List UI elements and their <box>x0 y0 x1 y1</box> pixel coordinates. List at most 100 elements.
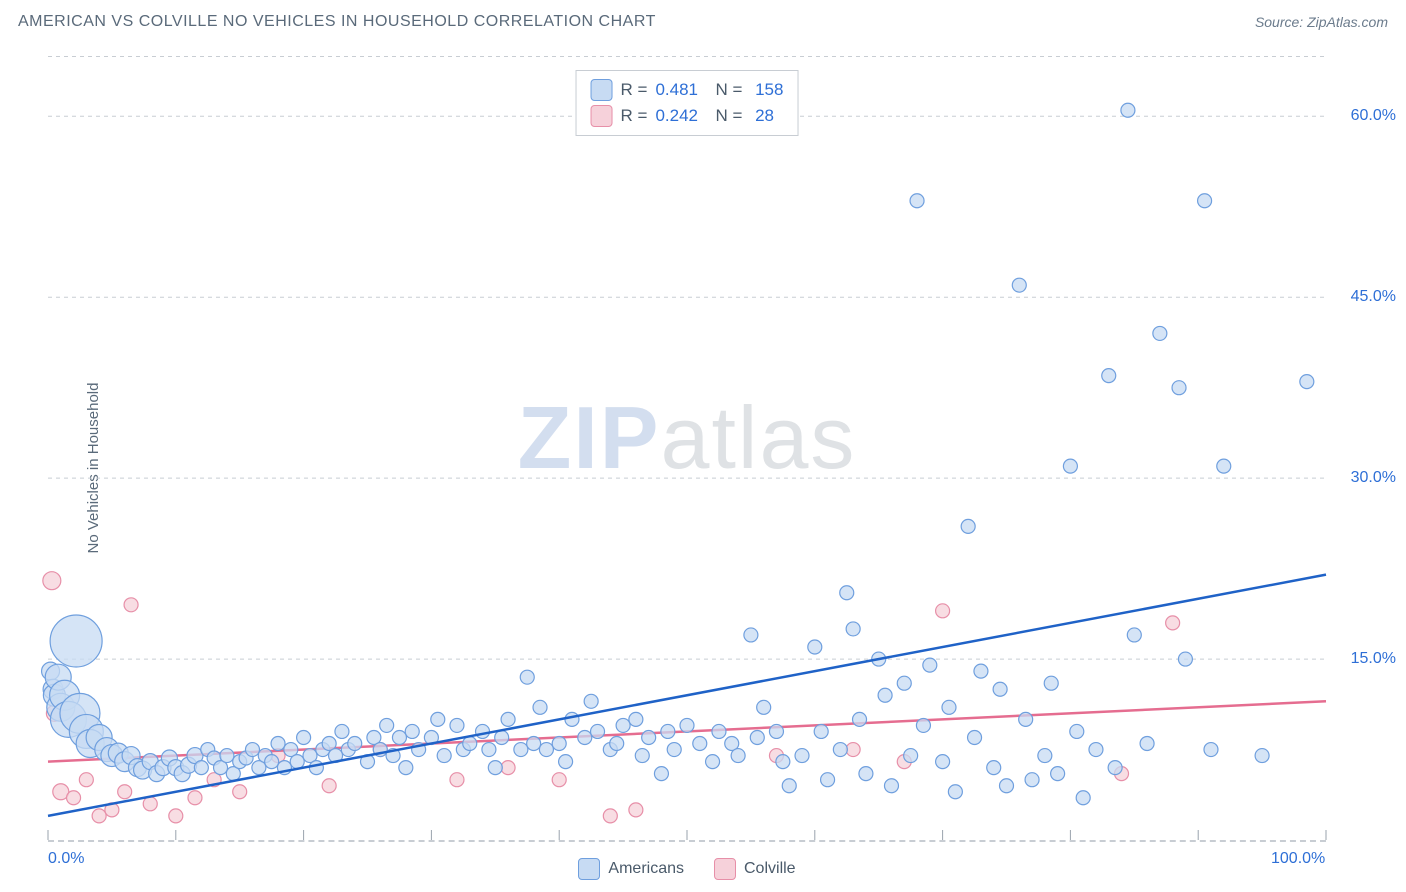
data-point <box>1019 712 1033 726</box>
data-point <box>776 755 790 769</box>
data-point <box>923 658 937 672</box>
data-point <box>616 718 630 732</box>
data-point <box>450 773 464 787</box>
data-point <box>450 718 464 732</box>
data-point <box>1121 103 1135 117</box>
legend-label: Colville <box>744 860 796 878</box>
data-point <box>884 779 898 793</box>
data-point <box>769 724 783 738</box>
data-point <box>987 761 1001 775</box>
data-point <box>1204 743 1218 757</box>
data-point <box>437 749 451 763</box>
correlation-legend: R =0.481 N = 158R =0.242 N = 28 <box>576 70 799 136</box>
data-point <box>859 767 873 781</box>
data-point <box>495 730 509 744</box>
plot-wrap: No Vehicles in Household ZIPatlas R =0.4… <box>0 44 1406 892</box>
data-point <box>533 700 547 714</box>
trendline <box>48 575 1326 816</box>
corr-N-label: N = <box>706 80 742 100</box>
data-point <box>348 737 362 751</box>
data-point <box>661 724 675 738</box>
data-point <box>405 724 419 738</box>
data-point <box>1000 779 1014 793</box>
data-point <box>309 761 323 775</box>
data-point <box>654 767 668 781</box>
legend-label: Americans <box>608 860 684 878</box>
data-point <box>297 730 311 744</box>
data-point <box>539 743 553 757</box>
plot-area: ZIPatlas R =0.481 N = 158R =0.242 N = 28 <box>48 56 1326 842</box>
data-point <box>1038 749 1052 763</box>
data-point <box>194 761 208 775</box>
data-point <box>808 640 822 654</box>
data-point <box>245 743 259 757</box>
chart-svg <box>48 56 1326 840</box>
data-point <box>629 803 643 817</box>
data-point <box>936 604 950 618</box>
data-point <box>993 682 1007 696</box>
y-tick-label: 30.0% <box>1351 469 1396 487</box>
data-point <box>514 743 528 757</box>
data-point <box>833 743 847 757</box>
data-point <box>1140 737 1154 751</box>
data-point <box>680 718 694 732</box>
data-point <box>897 676 911 690</box>
data-point <box>757 700 771 714</box>
data-point <box>712 724 726 738</box>
data-point <box>642 730 656 744</box>
data-point <box>942 700 956 714</box>
data-point <box>667 743 681 757</box>
bottom-legend: Americans Colville <box>48 854 1326 884</box>
data-point <box>476 724 490 738</box>
data-point <box>169 809 183 823</box>
chart-header: AMERICAN VS COLVILLE NO VEHICLES IN HOUS… <box>0 0 1406 44</box>
data-point <box>814 724 828 738</box>
data-point <box>1127 628 1141 642</box>
data-point <box>1063 459 1077 473</box>
legend-item: Colville <box>714 858 796 880</box>
data-point <box>706 755 720 769</box>
corr-N-value: 28 <box>750 106 774 126</box>
corr-R-value: 0.481 <box>655 80 698 100</box>
corr-R-label: R = <box>621 106 648 126</box>
data-point <box>1044 676 1058 690</box>
legend-swatch <box>714 858 736 880</box>
data-point <box>1166 616 1180 630</box>
data-point <box>840 586 854 600</box>
data-point <box>629 712 643 726</box>
data-point <box>635 749 649 763</box>
data-point <box>1172 381 1186 395</box>
data-point <box>1198 194 1212 208</box>
data-point <box>50 615 102 667</box>
data-point <box>853 712 867 726</box>
data-point <box>501 712 515 726</box>
data-point <box>482 743 496 757</box>
data-point <box>552 773 566 787</box>
corr-N-value: 158 <box>750 80 783 100</box>
data-point <box>188 791 202 805</box>
data-point <box>488 761 502 775</box>
data-point <box>67 791 81 805</box>
data-point <box>744 628 758 642</box>
data-point <box>520 670 534 684</box>
data-point <box>79 773 93 787</box>
data-point <box>380 718 394 732</box>
data-point <box>1012 278 1026 292</box>
data-point <box>584 694 598 708</box>
data-point <box>118 785 132 799</box>
data-point <box>501 761 515 775</box>
data-point <box>693 737 707 751</box>
data-point <box>782 779 796 793</box>
data-point <box>431 712 445 726</box>
legend-item: Americans <box>578 858 684 880</box>
data-point <box>233 785 247 799</box>
data-point <box>948 785 962 799</box>
data-point <box>143 797 157 811</box>
data-point <box>603 809 617 823</box>
data-point <box>910 194 924 208</box>
data-point <box>1089 743 1103 757</box>
data-point <box>265 755 279 769</box>
data-point <box>1076 791 1090 805</box>
data-point <box>1255 749 1269 763</box>
data-point <box>916 718 930 732</box>
